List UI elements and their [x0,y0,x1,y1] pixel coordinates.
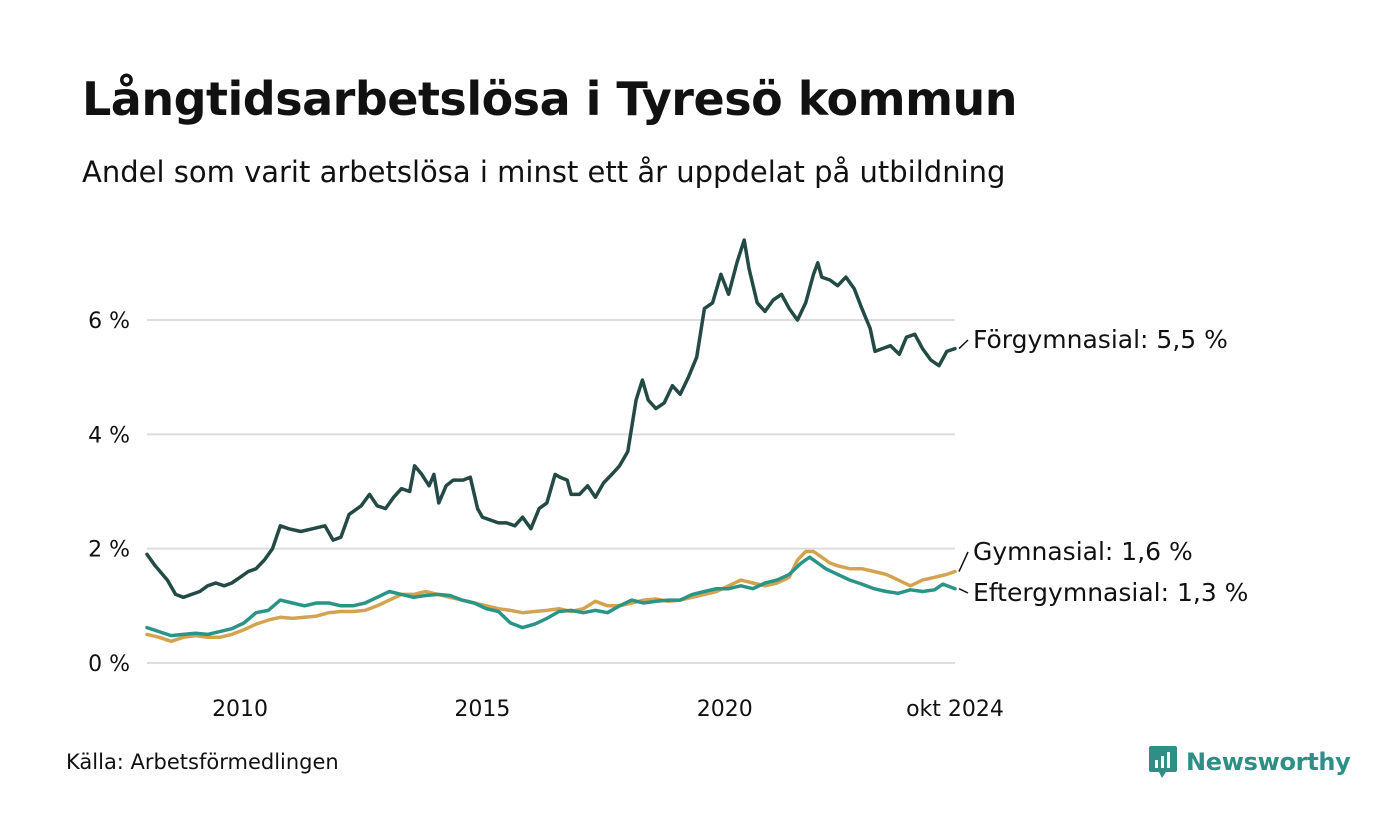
chart-subtitle: Andel som varit arbetslösa i minst ett å… [82,155,1006,189]
end-label-eftergymnasial: Eftergymnasial: 1,3 % [973,578,1248,607]
end-label-gymnasial: Gymnasial: 1,6 % [973,537,1193,566]
y-tick-label: 0 % [88,652,130,677]
series-end-labels: Förgymnasial: 5,5 % Gymnasial: 1,6 % Efter… [958,325,1248,607]
y-tick-label: 2 % [88,538,130,563]
leader-line [958,588,969,594]
newsworthy-logo-icon [1149,746,1177,778]
x-tick-label: 2015 [454,697,510,722]
leader-line [958,339,969,350]
brand-name: Newsworthy [1186,748,1351,776]
brand-logo[interactable]: Newsworthy [1148,744,1351,780]
chart-title: Långtidsarbetslösa i Tyresö kommun [82,72,1018,126]
series-line-förgymnasial [145,238,957,600]
line-chart: 0 % 2 % 4 % 6 % 2010 2015 2020 okt 2024 Förgym… [88,238,1248,722]
gridlines [147,319,955,664]
series-line-eftergymnasial [145,555,957,638]
x-tick-label: 2020 [697,697,753,722]
end-label-förgymnasial: Förgymnasial: 5,5 % [973,325,1228,354]
x-axis-ticks: 2010 2015 2020 okt 2024 [212,697,1004,722]
leader-line [958,551,969,572]
y-tick-label: 4 % [88,423,130,448]
x-tick-label: 2010 [212,697,268,722]
x-tick-label: okt 2024 [906,697,1004,722]
source-note: Källa: Arbetsförmedlingen [66,750,339,774]
y-axis-ticks: 0 % 2 % 4 % 6 % [88,309,130,677]
series-lines [145,238,957,644]
series-line-gymnasial [145,549,957,644]
y-tick-label: 6 % [88,309,130,334]
